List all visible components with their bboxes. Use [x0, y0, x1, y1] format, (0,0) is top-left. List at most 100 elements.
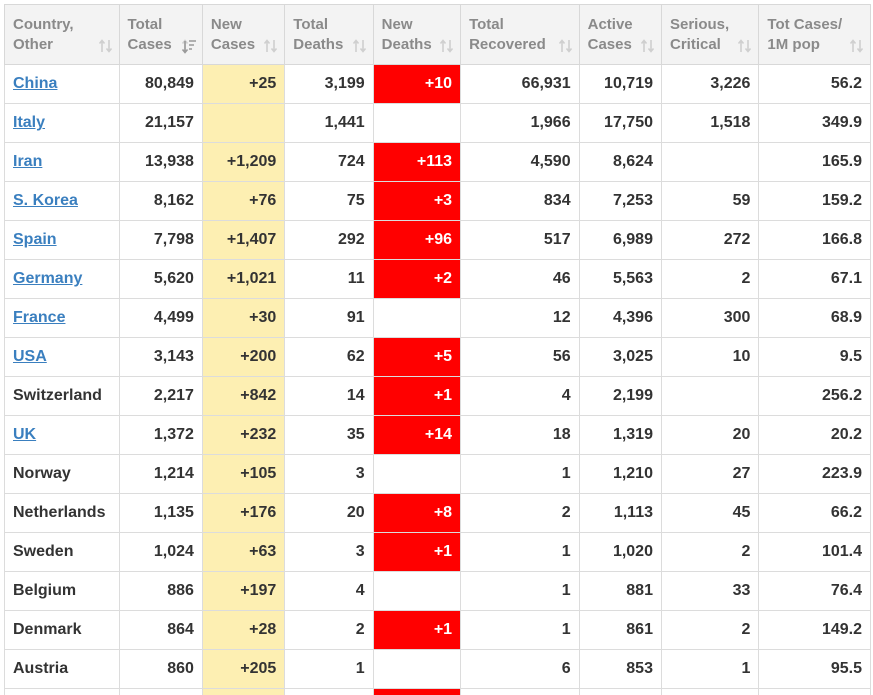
- total-deaths-cell: 3: [284, 532, 374, 572]
- table-row: Switzerland 2,217 +842 14 +1 4 2,199 256.2: [4, 376, 871, 416]
- column-header-label: New Cases: [210, 15, 256, 53]
- serious-critical-cell: 2: [660, 259, 760, 299]
- total-cases-cell: 864: [118, 610, 203, 650]
- sort-arrows-icon[interactable]: [640, 38, 656, 54]
- sort-arrows-icon[interactable]: [737, 38, 753, 54]
- new-deaths-cell: +10: [372, 64, 462, 104]
- country-cell: Switzerland: [4, 376, 120, 416]
- column-header-serious-critical[interactable]: Serious, Critical: [660, 4, 760, 65]
- total-recovered-cell: 46: [460, 259, 580, 299]
- new-deaths-cell: [372, 298, 462, 338]
- tot-cases-1m-cell: 165.9: [758, 142, 871, 182]
- column-header-total-deaths[interactable]: Total Deaths: [284, 4, 374, 65]
- new-deaths-cell: +96: [372, 220, 462, 260]
- table-header-row: Country, Other Total Cases New Cases Total …: [4, 4, 871, 65]
- partial-cell: [284, 688, 374, 695]
- new-cases-cell: +63: [201, 532, 286, 572]
- column-header-total-cases[interactable]: Total Cases: [118, 4, 203, 65]
- tot-cases-1m-cell: 256.2: [758, 376, 871, 416]
- sort-arrows-icon[interactable]: [849, 38, 865, 54]
- country-cell: Spain: [4, 220, 120, 260]
- column-header-total-recovered[interactable]: Total Recovered: [460, 4, 580, 65]
- total-deaths-cell: 1: [284, 649, 374, 689]
- country-cell: Norway: [4, 454, 120, 494]
- column-header-label: Tot Cases/ 1M pop: [767, 15, 843, 53]
- serious-critical-cell: 272: [660, 220, 760, 260]
- country-cell: UK: [4, 415, 120, 455]
- serious-critical-cell: 3,226: [660, 64, 760, 104]
- total-deaths-cell: 292: [284, 220, 374, 260]
- country-link[interactable]: Germany: [13, 270, 83, 287]
- new-cases-cell: +232: [201, 415, 286, 455]
- partial-cell: [201, 688, 286, 695]
- column-header-label: New Deaths: [381, 15, 432, 53]
- serious-critical-cell: 2: [660, 532, 760, 572]
- total-recovered-cell: 1: [460, 532, 580, 572]
- new-deaths-cell: +3: [372, 181, 462, 221]
- total-deaths-cell: 91: [284, 298, 374, 338]
- tot-cases-1m-cell: 101.4: [758, 532, 871, 572]
- new-deaths-cell: [372, 571, 462, 611]
- country-link[interactable]: S. Korea: [13, 192, 78, 209]
- column-header-active-cases[interactable]: Active Cases: [578, 4, 662, 65]
- country-cell: France: [4, 298, 120, 338]
- column-header-new-deaths[interactable]: New Deaths: [372, 4, 462, 65]
- table-row: Italy 21,157 1,441 1,966 17,750 1,518 349.9: [4, 103, 871, 143]
- total-recovered-cell: 1,966: [460, 103, 580, 143]
- active-cases-cell: 5,563: [578, 259, 662, 299]
- column-header-tot-cases-1m[interactable]: Tot Cases/ 1M pop: [758, 4, 871, 65]
- new-deaths-cell: [372, 103, 462, 143]
- total-recovered-cell: 18: [460, 415, 580, 455]
- sort-arrows-icon[interactable]: [263, 38, 279, 54]
- country-link[interactable]: China: [13, 75, 58, 92]
- active-cases-cell: 7,253: [578, 181, 662, 221]
- sort-arrows-icon[interactable]: [98, 38, 114, 54]
- country-link[interactable]: France: [13, 309, 66, 326]
- total-recovered-cell: 4,590: [460, 142, 580, 182]
- sort-arrows-icon[interactable]: [558, 38, 574, 54]
- country-link[interactable]: Spain: [13, 231, 57, 248]
- column-header-country[interactable]: Country, Other: [4, 4, 120, 65]
- country-name: Denmark: [13, 621, 82, 638]
- country-cell: Netherlands: [4, 493, 120, 533]
- country-link[interactable]: USA: [13, 348, 47, 365]
- new-cases-cell: [201, 103, 286, 143]
- active-cases-cell: 1,210: [578, 454, 662, 494]
- new-deaths-cell: +2: [372, 259, 462, 299]
- country-cell: China: [4, 64, 120, 104]
- country-cell: Iran: [4, 142, 120, 182]
- total-cases-cell: 1,024: [118, 532, 203, 572]
- total-deaths-cell: 1,441: [284, 103, 374, 143]
- total-deaths-cell: 11: [284, 259, 374, 299]
- total-recovered-cell: 1: [460, 571, 580, 611]
- new-deaths-cell: [372, 454, 462, 494]
- country-name: Belgium: [13, 582, 77, 599]
- country-name: Austria: [13, 660, 69, 677]
- country-link[interactable]: Iran: [13, 153, 43, 170]
- active-cases-cell: 2,199: [578, 376, 662, 416]
- tot-cases-1m-cell: 149.2: [758, 610, 871, 650]
- country-link[interactable]: UK: [13, 426, 37, 443]
- serious-critical-cell: 27: [660, 454, 760, 494]
- table-row: Denmark 864 +28 2 +1 1 861 2 149.2: [4, 610, 871, 650]
- serious-critical-cell: 1: [660, 649, 760, 689]
- serious-critical-cell: 1,518: [660, 103, 760, 143]
- tot-cases-1m-cell: 349.9: [758, 103, 871, 143]
- table-body: China 80,849 +25 3,199 +10 66,931 10,719 3,226 5…: [4, 64, 871, 695]
- active-cases-cell: 1,319: [578, 415, 662, 455]
- total-deaths-cell: 75: [284, 181, 374, 221]
- partial-cell: [660, 688, 760, 695]
- new-cases-cell: +842: [201, 376, 286, 416]
- sort-desc-icon[interactable]: [181, 38, 197, 54]
- sort-arrows-icon[interactable]: [439, 38, 455, 54]
- new-deaths-cell: +5: [372, 337, 462, 377]
- column-header-new-cases[interactable]: New Cases: [201, 4, 286, 65]
- sort-arrows-icon[interactable]: [352, 38, 368, 54]
- column-header-label: Country, Other: [13, 15, 74, 53]
- active-cases-cell: 853: [578, 649, 662, 689]
- serious-critical-cell: 33: [660, 571, 760, 611]
- new-deaths-cell: +113: [372, 142, 462, 182]
- country-link[interactable]: Italy: [13, 114, 46, 131]
- country-cell: USA: [4, 337, 120, 377]
